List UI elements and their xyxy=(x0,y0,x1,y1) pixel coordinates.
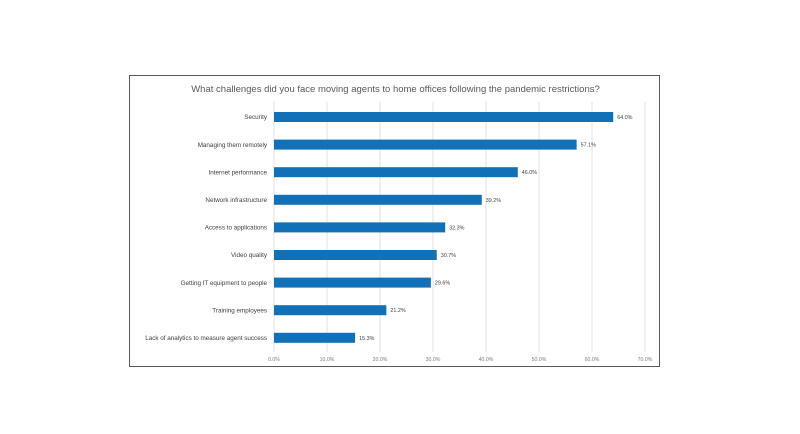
category-label: Lack of analytics to measure agent succe… xyxy=(145,335,267,342)
x-tick-label: 50.0% xyxy=(532,357,547,363)
value-labels: 64.0% 57.1% 46.0% 39.2% 32.3% 30.7% 29.6% 21.2%… xyxy=(359,115,633,342)
x-tick-label: 30.0% xyxy=(426,357,441,363)
category-label: Internet performance xyxy=(209,169,268,176)
data-label: 21.2% xyxy=(390,308,405,314)
bars xyxy=(274,112,614,343)
data-label: 64.0% xyxy=(617,115,632,121)
bar xyxy=(274,332,356,343)
x-tick-label: 20.0% xyxy=(373,357,388,363)
data-label: 32.3% xyxy=(449,225,464,231)
x-tick-label: 60.0% xyxy=(585,357,600,363)
category-label: Managing them remotely xyxy=(198,142,268,149)
data-label: 15.3% xyxy=(359,336,374,342)
category-label: Network infrastructure xyxy=(205,197,267,204)
bar xyxy=(274,112,614,122)
category-label: Security xyxy=(244,114,268,121)
bar xyxy=(274,194,482,205)
category-label: Video quality xyxy=(231,252,268,259)
bar xyxy=(274,277,431,288)
data-label: 39.2% xyxy=(486,198,501,204)
category-label: Getting IT equipment to people xyxy=(181,280,268,287)
data-label: 29.6% xyxy=(435,281,450,287)
x-tick-label: 40.0% xyxy=(479,357,494,363)
category-label: Training employees xyxy=(212,307,267,314)
chart-container: What challenges did you face moving agen… xyxy=(129,75,660,367)
data-label: 46.0% xyxy=(522,170,537,176)
bar-chart: What challenges did you face moving agen… xyxy=(145,84,653,363)
bar xyxy=(274,167,518,178)
category-labels: Security Managing them remotely Internet p… xyxy=(145,114,268,342)
bar xyxy=(274,305,387,316)
x-axis-ticks: 0.0% 10.0% 20.0% 30.0% 40.0% 50.0% 60.0% 70.0% xyxy=(268,357,653,363)
x-tick-label: 70.0% xyxy=(638,357,653,363)
data-label: 57.1% xyxy=(581,143,596,149)
data-label: 30.7% xyxy=(441,253,456,259)
x-tick-label: 0.0% xyxy=(268,357,280,363)
bar xyxy=(274,222,446,233)
bar xyxy=(274,139,577,150)
bar xyxy=(274,250,437,260)
category-label: Access to applications xyxy=(205,225,267,232)
chart-title: What challenges did you face moving agen… xyxy=(191,84,600,95)
x-tick-label: 10.0% xyxy=(320,357,335,363)
